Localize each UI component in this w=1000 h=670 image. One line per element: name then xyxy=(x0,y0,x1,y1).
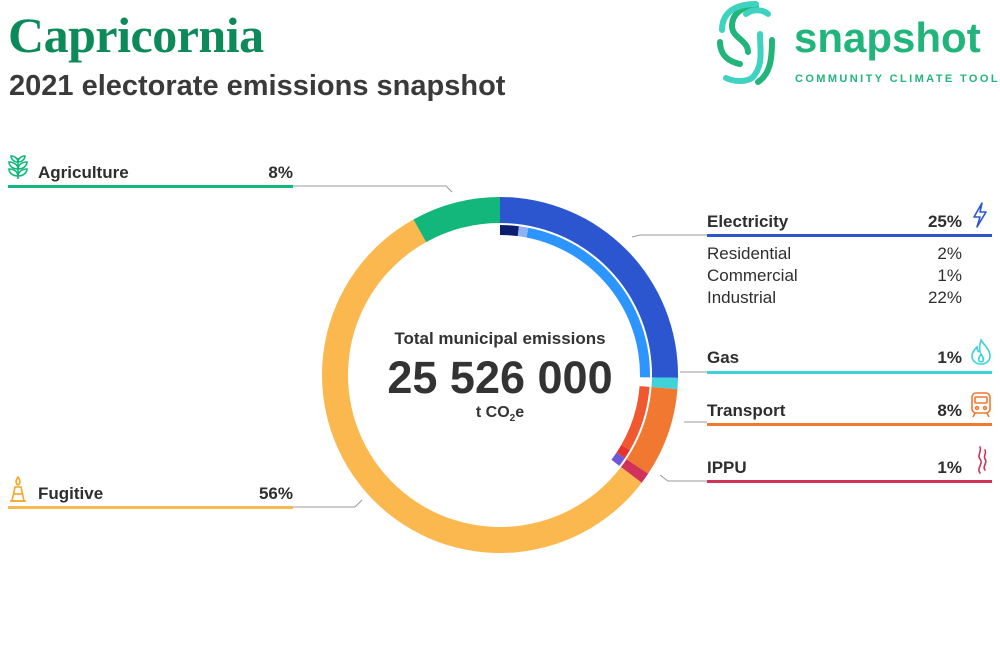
fugitive-percent: 56% xyxy=(258,484,293,503)
logo-tagline: COMMUNITY CLIMATE TOOL xyxy=(795,73,1000,85)
leader-line-electricity xyxy=(631,234,707,238)
electricity-label: Electricity xyxy=(707,212,789,231)
inner-slice-transport-transport-detail xyxy=(621,386,650,450)
transport-bar xyxy=(707,423,992,426)
outer-slice-agriculture xyxy=(413,197,500,243)
leader-line-ippu xyxy=(659,474,707,482)
fugitive-bar xyxy=(8,506,293,509)
plant-icon xyxy=(8,155,28,179)
smoke-icon xyxy=(978,446,987,474)
electricity-percent: 25% xyxy=(927,212,962,231)
electricity-industrial-label: Industrial xyxy=(707,288,776,307)
unit-prefix: t CO xyxy=(475,404,510,421)
ippu-bar xyxy=(707,480,992,483)
page-subtitle: 2021 electorate emissions snapshot xyxy=(9,70,506,102)
electricity-industrial-percent: 22% xyxy=(927,288,962,307)
outer-slice-ippu xyxy=(620,459,649,483)
page-title: Capricornia xyxy=(8,7,264,63)
flare-stack-icon xyxy=(10,476,26,502)
unit-suffix: e xyxy=(515,404,525,421)
outer-slice-electricity xyxy=(500,197,678,378)
ippu-label: IPPU xyxy=(707,458,747,477)
inner-slice-transport-transport-detail xyxy=(616,445,630,459)
electricity-bar xyxy=(707,234,992,237)
emissions-unit: t CO2e xyxy=(360,404,640,424)
electricity-commercial-label: Commercial xyxy=(707,266,798,285)
agriculture-percent: 8% xyxy=(268,163,293,182)
electricity-residential-label: Residential xyxy=(707,244,792,263)
lightning-icon xyxy=(973,202,987,228)
fugitive-label: Fugitive xyxy=(38,484,104,503)
electricity-residential-percent: 2% xyxy=(937,244,962,263)
agriculture-bar xyxy=(8,185,293,188)
leader-line-agriculture xyxy=(293,185,453,193)
inner-slice-electricity-commercial xyxy=(517,226,529,238)
total-emissions-value: 25 526 000 xyxy=(387,352,613,403)
outer-slice-transport xyxy=(626,387,678,474)
electricity-commercial-percent: 1% xyxy=(937,266,962,285)
outer-slice-gas xyxy=(651,377,678,390)
inner-slice-electricity-industrial xyxy=(526,227,650,378)
inner-slice-electricity-residential xyxy=(500,225,519,237)
train-icon xyxy=(971,392,991,418)
unit-subscript: 2 xyxy=(509,413,516,425)
transport-label: Transport xyxy=(707,401,786,420)
ippu-percent: 1% xyxy=(937,458,962,477)
transport-percent: 8% xyxy=(937,401,962,420)
leader-lines xyxy=(293,185,707,508)
gas-bar xyxy=(707,371,992,374)
leader-line-fugitive xyxy=(293,499,363,508)
agriculture-label: Agriculture xyxy=(38,163,129,182)
gas-label: Gas xyxy=(707,348,740,367)
center-caption: Total municipal emissions xyxy=(394,329,606,348)
logo-wordmark: snapshot xyxy=(794,14,981,61)
flame-icon xyxy=(971,338,991,365)
inner-slice-ippu-ippu-detail xyxy=(611,452,625,466)
gas-percent: 1% xyxy=(937,348,962,367)
inner-ring xyxy=(500,225,650,466)
outer-ring xyxy=(322,197,678,553)
snapshot-logo: snapshot COMMUNITY CLIMATE TOOL xyxy=(712,0,1000,90)
fingerprint-s-icon xyxy=(717,1,775,85)
